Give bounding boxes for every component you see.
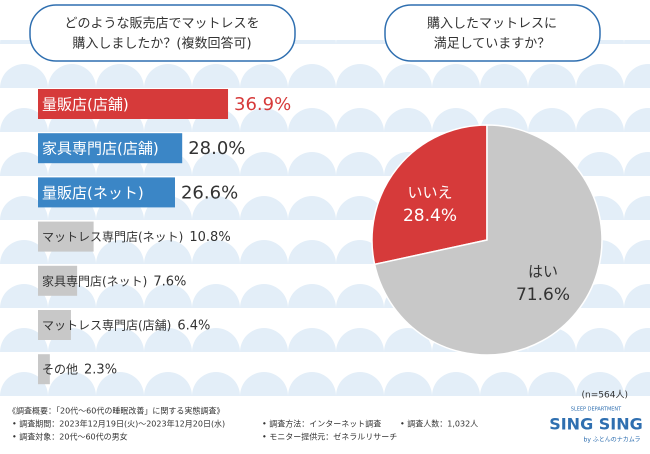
logo-top: SLEEP DEPARTMENT	[571, 407, 622, 413]
bar	[38, 310, 71, 340]
value-label: 36.9%	[234, 94, 291, 115]
bar-label: 量販店(店舗)	[42, 96, 129, 114]
bar	[38, 265, 78, 296]
footer-item: • 調査人数：1,032人	[400, 419, 478, 429]
slice-value: 71.6%	[516, 285, 570, 305]
pie-slice	[371, 124, 488, 266]
bar-label: その他	[42, 363, 78, 377]
footer-item: • 調査期間：2023年12月19日(火)～2023年12月20日(水)	[12, 419, 225, 429]
logo-name: SING SING	[549, 415, 643, 434]
bar	[38, 133, 183, 164]
title-bubble	[29, 4, 296, 62]
slice-label: いいえ	[407, 184, 452, 202]
bar	[38, 89, 229, 119]
footer-item: • 調査方法：インターネット調査	[262, 419, 381, 429]
footer-item: • 調査対象：20代～60代の男女	[12, 432, 128, 442]
bar-label: マットレス専門店(ネット)	[42, 230, 183, 244]
pie-slice	[373, 124, 603, 356]
bar-title: 購入しましたか？(複数回答可)	[72, 36, 251, 52]
title-bubble	[384, 4, 601, 62]
footer-band	[0, 400, 650, 450]
bar	[38, 221, 94, 252]
pie-title: 満足していますか？	[434, 37, 551, 52]
footer-item: • モニター提供元：ゼネラルリサーチ	[262, 432, 397, 442]
bar-title: どのような販売店でマットレスを	[64, 16, 259, 32]
value-label: 26.6%	[181, 182, 238, 203]
bar	[38, 177, 175, 208]
value-label: 2.3%	[84, 363, 117, 378]
value-label: 7.6%	[153, 274, 186, 289]
logo-sub: by ふとんのナカムラ	[584, 437, 641, 444]
bar-label: 量販店(ネット)	[42, 184, 144, 202]
value-label: 6.4%	[177, 319, 210, 334]
value-label: 10.8%	[189, 230, 230, 245]
value-label: 28.0%	[188, 138, 245, 159]
bar-label: マットレス専門店(店舗)	[42, 319, 171, 333]
bar-label: 家具専門店(店舗)	[42, 140, 159, 158]
slice-value: 28.4%	[403, 206, 457, 226]
bar	[38, 354, 50, 385]
footer-heading: 《調査概要：「20代～60代の睡眠改善」に関する実態調査》	[8, 406, 224, 416]
bar-label: 家具専門店(ネット)	[42, 273, 147, 288]
pie-title: 購入したマットレスに	[427, 17, 557, 32]
slice-label: はい	[528, 263, 558, 281]
sample-note: (n=564人)	[582, 390, 628, 401]
